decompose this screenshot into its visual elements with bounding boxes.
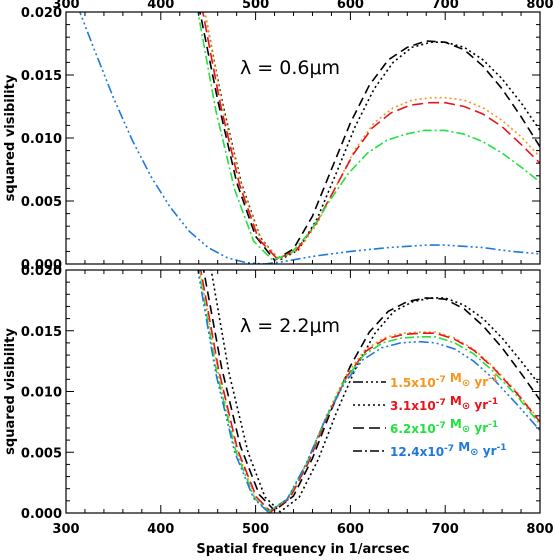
wavelength-label: λ = 2.2μm <box>240 315 340 337</box>
y-tick-label: 0.000 <box>21 507 62 522</box>
x-axis-title: Spatial frequency in 1/arcsec <box>196 542 409 557</box>
y-tick-label: 0.010 <box>21 132 62 147</box>
legend-text-part: ⊙ <box>462 378 470 389</box>
legend-entry-1: 1.5x10-7 M⊙ yr-1 <box>390 371 498 390</box>
series-line-5 <box>197 12 540 262</box>
x-tick-label-top: 600 <box>337 0 364 12</box>
x-tick-label: 500 <box>242 522 269 537</box>
panel-1: 300 400 500 600 700 800 0.000 0.005 0.010 0.015 0.… <box>3 0 554 273</box>
y-tick-label: 0.020 <box>21 264 62 279</box>
legend-text-part: 1.5x10 <box>390 376 436 390</box>
x-tick-label: 700 <box>432 522 459 537</box>
legend-text-part: yr <box>479 444 497 458</box>
series-line-3 <box>198 270 540 513</box>
legend-text-part: -7 <box>436 375 446 385</box>
legend-entry-2: 3.1x10-7 M⊙ yr-1 <box>390 394 498 413</box>
legend-text-part: -1 <box>488 420 498 430</box>
series-line-2 <box>210 270 540 513</box>
wavelength-label: λ = 0.6μm <box>240 57 340 79</box>
legend-text-part: -7 <box>436 421 446 431</box>
legend-text-part: yr <box>470 421 488 435</box>
x-tick-label: 600 <box>337 522 364 537</box>
legend: 1.5x10-7 M⊙ yr-13.1x10-7 M⊙ yr-16.2x10-7… <box>353 371 506 459</box>
legend-text-part: -1 <box>488 374 498 384</box>
series-line-6 <box>197 270 540 513</box>
series-line-4 <box>199 270 540 513</box>
legend-text-part: M <box>454 440 470 454</box>
legend-text-part: -7 <box>436 398 446 408</box>
y-tick-label: 0.015 <box>21 69 62 84</box>
legend-text-part: M <box>446 371 462 385</box>
legend-text-part: 3.1x10 <box>390 399 436 413</box>
series-group <box>78 12 540 264</box>
x-tick-label: 800 <box>526 522 553 537</box>
series-line-5 <box>198 270 540 513</box>
legend-entry-3: 6.2x10-7 M⊙ yr-1 <box>390 417 498 436</box>
y-axis-title: squared visibility <box>3 74 18 201</box>
x-tick-label-top: 300 <box>52 0 79 12</box>
legend-text-part: yr <box>470 398 488 412</box>
series-group <box>197 270 540 513</box>
y-tick-label: 0.015 <box>21 325 62 340</box>
legend-text-part: -7 <box>444 444 454 454</box>
x-tick-label: 300 <box>52 522 79 537</box>
panel-2: 300 400 500 600 700 800 0.000 0.005 0.010 0.015 0.… <box>3 264 554 557</box>
legend-text-part: M <box>446 394 462 408</box>
y-tick-label: 0.010 <box>21 386 62 401</box>
legend-text-part: -1 <box>496 443 506 453</box>
series-line-1 <box>202 270 540 512</box>
series-line-4 <box>201 12 540 260</box>
series-line-2 <box>203 12 540 262</box>
legend-text-part: 12.4x10 <box>390 445 444 459</box>
y-tick-label: 0.000 <box>21 258 62 273</box>
x-tick-label-top: 500 <box>242 0 269 12</box>
series-line-3 <box>203 12 540 260</box>
legend-text-part: ⊙ <box>470 447 478 458</box>
x-tick-label-top: 700 <box>432 0 459 12</box>
plot-frame <box>65 11 541 265</box>
legend-text-part: -1 <box>488 397 498 407</box>
series-line-6 <box>78 12 540 264</box>
legend-text-part: yr <box>470 375 488 389</box>
legend-text-part: 6.2x10 <box>390 422 436 436</box>
plot-frame <box>65 269 541 514</box>
x-tick-label-top: 400 <box>147 0 174 12</box>
legend-entry-4: 12.4x10-7 M⊙ yr-1 <box>390 440 506 459</box>
x-tick-label: 400 <box>147 522 174 537</box>
legend-text-part: ⊙ <box>462 401 470 412</box>
y-tick-label: 0.020 <box>21 6 62 21</box>
legend-text-part: ⊙ <box>462 424 470 435</box>
legend-text-part: M <box>446 417 462 431</box>
y-tick-label: 0.005 <box>21 446 62 461</box>
y-tick-label: 0.005 <box>21 195 62 210</box>
x-tick-label-top: 800 <box>526 0 553 12</box>
y-axis-title: squared visibility <box>3 328 18 455</box>
series-line-1 <box>199 12 540 262</box>
